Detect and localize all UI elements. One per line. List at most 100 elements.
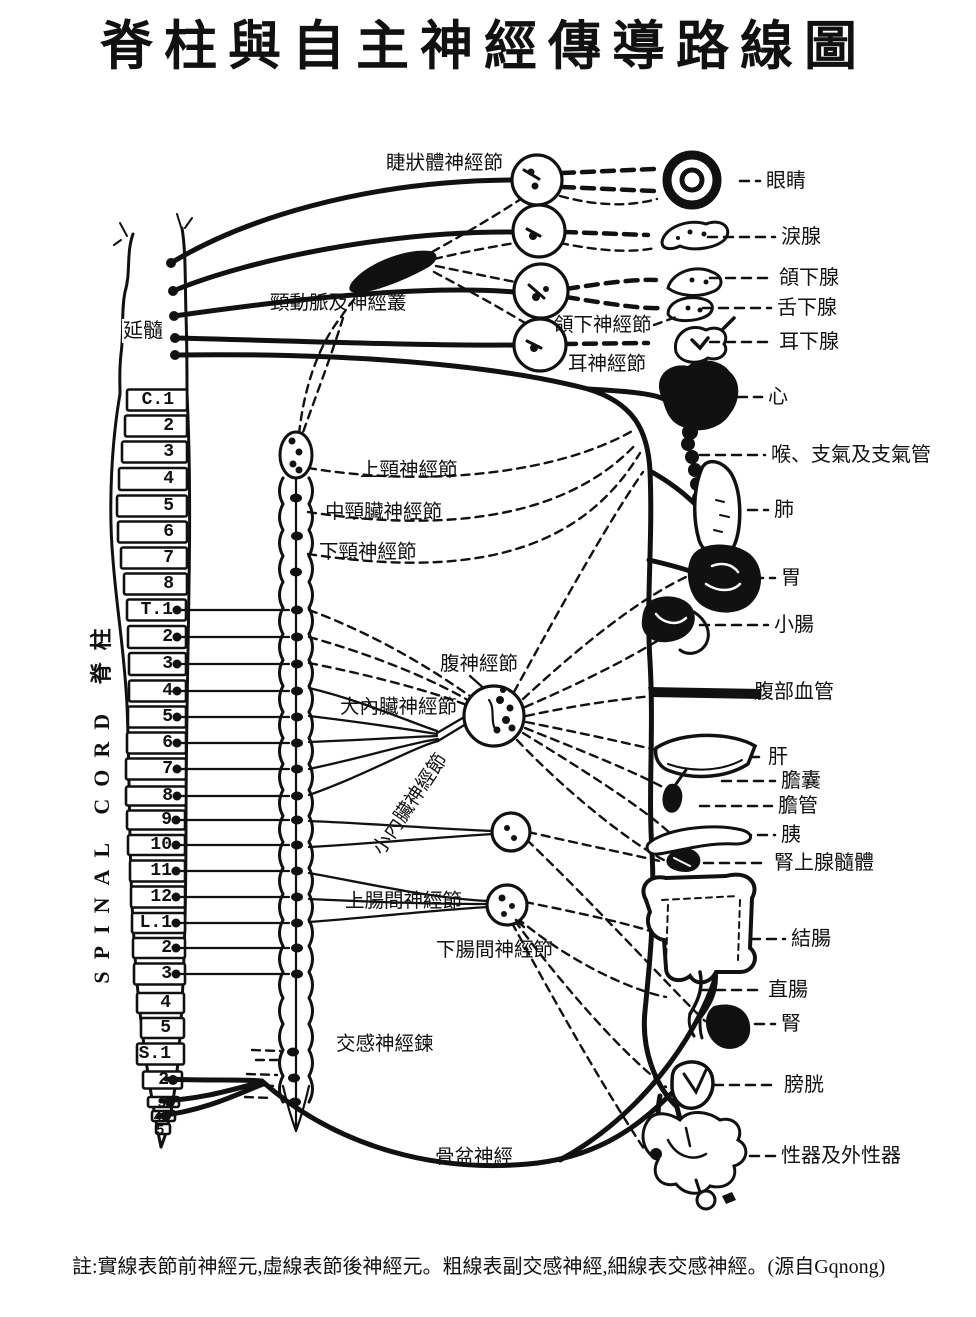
chain-ganglion [291, 969, 303, 979]
vertebra-label: 7 [162, 759, 173, 779]
vertebra-box [120, 440, 189, 464]
chain-ganglion [291, 659, 303, 669]
cranial-nerve-9-path [172, 335, 518, 348]
spinal-nerve-root-dot [172, 712, 182, 722]
vertebra-label: 2 [161, 938, 172, 958]
vertebra-box [116, 520, 189, 544]
spinal-nerve-root-dot [172, 632, 182, 642]
ciliary-ganglion-label: 睫狀體神經節 [386, 153, 504, 174]
organ-label: 小腸 [774, 614, 814, 636]
ganglion-circles [166, 153, 570, 929]
vertebra-label: 4 [163, 469, 174, 489]
liver-shape [653, 733, 758, 779]
chain-ganglion [295, 466, 303, 474]
vertebra-box [115, 494, 189, 518]
otic-ganglion-circle [512, 317, 568, 373]
vertebra-box [119, 546, 189, 570]
organ-label: 喉、支氣及支氣管 [771, 444, 931, 466]
vertebra-label: 4 [160, 993, 171, 1013]
organ-label: 舌下腺 [777, 297, 837, 319]
sacral-nerve-root-dot [161, 1111, 171, 1121]
vertebra-label: L.1 [139, 913, 172, 933]
heart-shape [658, 360, 739, 431]
organ-label: 性器及外性器 [781, 1145, 901, 1167]
spinal-nerve-root-dot [172, 791, 182, 801]
eye-shape [662, 150, 722, 210]
superior-mesenteric-circle [485, 883, 529, 927]
spinal-nerve-lines [178, 608, 291, 976]
chain-ganglion [295, 448, 303, 456]
organ-label: 腎 [781, 1013, 801, 1035]
vertebra-box [154, 1122, 172, 1136]
organ-label: 頜下腺 [779, 267, 839, 289]
vertebra-label: 2 [158, 1070, 169, 1090]
abdominal-vessels-shape [648, 687, 762, 699]
spinal-nerve-root-dot [171, 943, 181, 953]
vertebra-label: 11 [150, 861, 172, 881]
submandibular-ganglion-circle [512, 262, 570, 320]
parasympathetic-postganglionic-dashed [559, 166, 663, 347]
organ-label: 心 [768, 386, 788, 408]
vertebra-label: 10 [150, 835, 172, 855]
colon-shape [641, 872, 757, 985]
vertebra-label: 5 [160, 1018, 171, 1038]
chain-ganglion [291, 791, 303, 801]
spinal-nerve-root-dot [172, 764, 182, 774]
organ-label: 直腸 [768, 979, 808, 1001]
chain-ganglion [291, 815, 303, 825]
vertebra-label: 4 [162, 681, 173, 701]
lacrimal-gland-shape [660, 220, 730, 251]
vertebra-box [135, 991, 186, 1015]
organ-label: 膀胱 [784, 1074, 824, 1096]
chain-ganglion [291, 712, 303, 722]
ciliary-ganglion-circle [510, 153, 564, 207]
footnote: 註:實線表節前神經元,虛線表節後神經元。粗線表副交感神經,細線表交感神經。(源自… [72, 1256, 886, 1278]
submandibular-ganglion-label: 頜下神經節 [554, 315, 652, 336]
vertebra-label: T.1 [140, 600, 173, 620]
vertebra-label: C.1 [141, 390, 174, 410]
pancreas-shape [645, 825, 752, 856]
submandibular-gland-shape [666, 267, 723, 297]
chain-ganglion [291, 943, 303, 953]
genitals-shape [641, 1111, 748, 1211]
vertebra-label: 4 [153, 1110, 162, 1126]
small-intestine-shape [641, 596, 695, 643]
vertebra-box [122, 572, 189, 596]
vertebra-label: 12 [150, 887, 172, 907]
organ-label: 腎上腺髓體 [774, 852, 874, 874]
chain-ganglion [288, 1073, 300, 1083]
organ-label: 淚腺 [781, 226, 821, 248]
organ-label: 肺 [774, 499, 794, 521]
adrenal-shape [666, 848, 701, 872]
cranial-nerve-3-path [168, 177, 515, 266]
vertebra-label: 7 [163, 548, 174, 568]
ganglion-inner-dots [166, 168, 549, 917]
vertebra-label: S.1 [138, 1044, 171, 1064]
vertebra-box [139, 1016, 186, 1040]
sympathetic-chain-path [278, 476, 314, 1104]
spinal-nerve-root-dot [171, 918, 181, 928]
spinal-nerve-root-dot [172, 659, 182, 669]
vertebra-label: 6 [163, 522, 174, 542]
chain-ganglion [288, 437, 296, 445]
chain-ganglion [291, 738, 303, 748]
pelvic-nerve-path [260, 1079, 677, 1169]
spinal-nerve-root-dot [171, 969, 181, 979]
lesser-splanchnic-circle [490, 811, 532, 853]
vertebra-label: 2 [163, 416, 174, 436]
superior-mesenteric-ganglion-label: 上腸間神經節 [345, 891, 463, 912]
vertebra-box [117, 466, 189, 492]
chain-ganglion [291, 918, 303, 928]
carotid-plexus-label: 頸動脈及神經叢 [270, 293, 407, 314]
spinal-nerve-root-dot [171, 840, 181, 850]
stomach-shape [687, 544, 762, 613]
medulla-label: 延髓 [122, 319, 164, 343]
vertebra-label: 3 [162, 654, 173, 674]
organ-label: 膽管 [778, 795, 818, 817]
spinal-nerve-root-dot [171, 866, 181, 876]
kidney-shape [705, 1004, 751, 1049]
cranial-nerve-7-path [170, 229, 517, 294]
vertebra-box [123, 414, 189, 438]
